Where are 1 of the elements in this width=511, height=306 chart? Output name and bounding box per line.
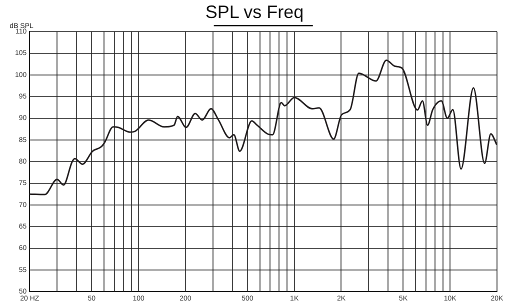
- chart-title: SPL vs Freq: [205, 2, 304, 22]
